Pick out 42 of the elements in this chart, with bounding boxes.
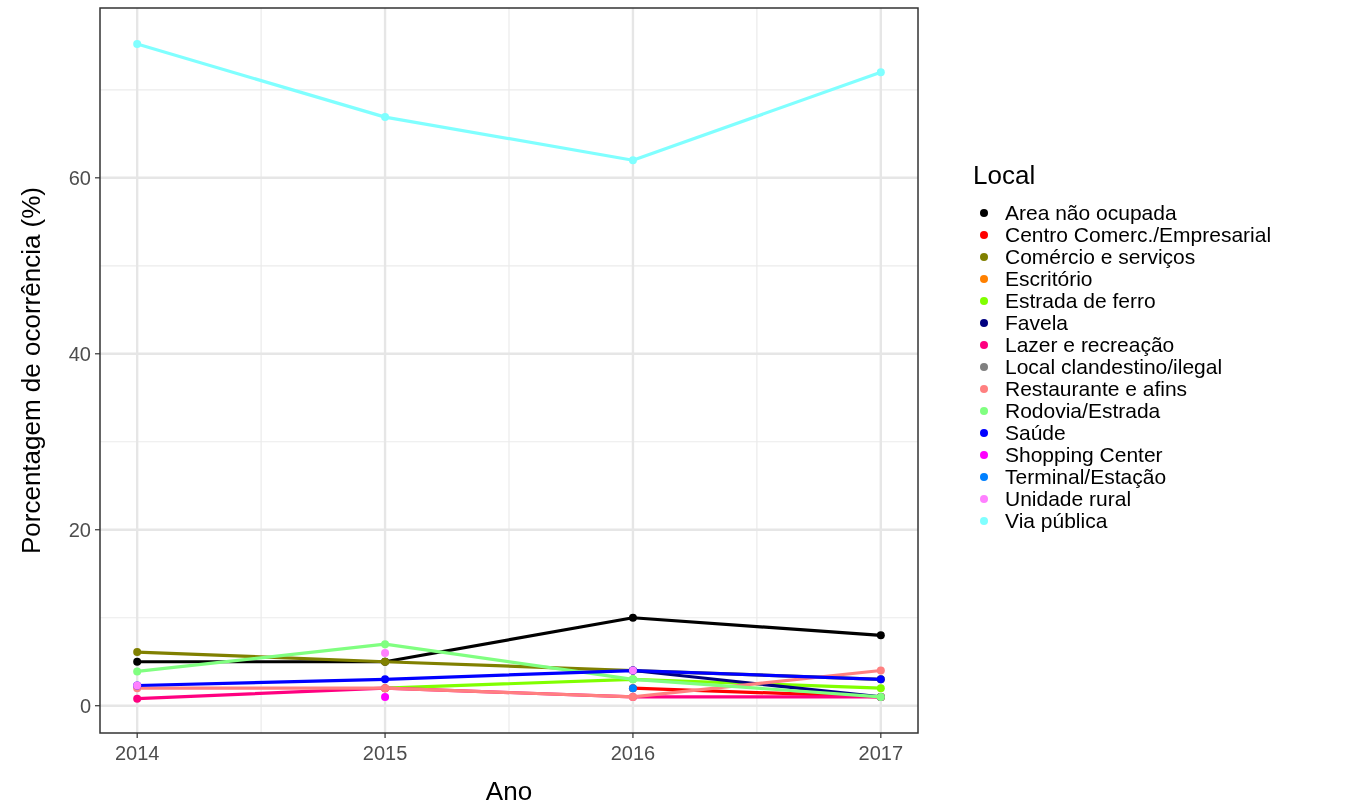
x-tick-label: 2015	[362, 742, 408, 764]
legend-label: Terminal/Estação	[1005, 465, 1167, 489]
point	[381, 113, 390, 122]
point	[381, 675, 390, 684]
legend-label: Escritório	[1005, 267, 1093, 291]
point	[133, 667, 142, 676]
point	[628, 156, 637, 165]
point	[133, 657, 142, 666]
legend-label: Rodovia/Estrada	[1005, 399, 1161, 423]
point	[876, 684, 885, 693]
point	[628, 613, 637, 622]
x-tick-label: 2016	[610, 742, 656, 764]
x-tick-label: 2017	[858, 742, 904, 764]
point	[133, 40, 142, 49]
legend-label: Favela	[1005, 311, 1069, 335]
legend-label: Unidade rural	[1005, 487, 1132, 511]
legend-label: Saúde	[1005, 421, 1066, 445]
y-tick-label: 40	[68, 342, 91, 365]
legend-label: Restaurante e afins	[1005, 377, 1188, 401]
legend-label: Comércio e serviços	[1005, 245, 1196, 269]
y-tick-label: 0	[79, 694, 91, 717]
y-axis-title: Porcentagem de ocorrência (%)	[16, 186, 46, 555]
point	[133, 694, 142, 703]
point	[381, 640, 390, 649]
point	[876, 666, 885, 675]
point	[876, 68, 885, 77]
y-tick-label: 60	[68, 166, 91, 189]
point	[381, 648, 390, 657]
legend-label: Local clandestino/ilegal	[1005, 355, 1223, 379]
y-tick-label: 20	[68, 518, 91, 541]
legend-label: Lazer e recreação	[1005, 333, 1175, 357]
point	[381, 692, 390, 701]
legend-label: Estrada de ferro	[1005, 289, 1156, 313]
x-tick-label: 2014	[114, 742, 160, 764]
legend-label: Centro Comerc./Empresarial	[1005, 223, 1272, 247]
point	[876, 631, 885, 640]
legend-label: Via pública	[1005, 509, 1108, 533]
point	[133, 648, 142, 657]
legend-label: Area não ocupada	[1005, 201, 1177, 225]
x-axis-title: Ano	[485, 776, 533, 806]
legend-label: Shopping Center	[1005, 443, 1163, 467]
legend-title: Local	[973, 160, 1036, 190]
